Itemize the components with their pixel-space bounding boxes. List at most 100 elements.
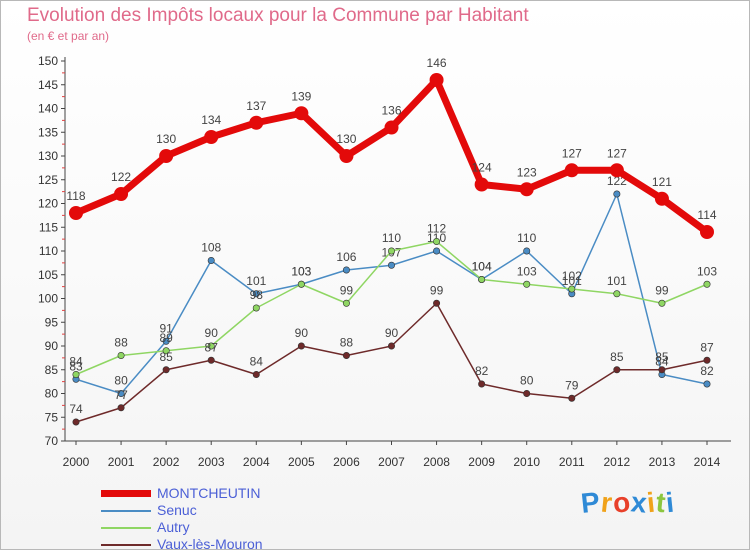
data-label: 103 [291, 264, 311, 278]
x-tick-label: 2006 [333, 455, 360, 469]
data-label: 103 [291, 264, 311, 278]
data-point [387, 261, 395, 269]
legend-swatch [101, 544, 151, 546]
data-point [117, 404, 125, 412]
y-tick-label: 85 [45, 363, 59, 377]
legend-swatch [101, 510, 151, 512]
data-point [162, 366, 170, 374]
data-label: 87 [205, 340, 219, 354]
chart-title: Evolution des Impôts locaux pour la Comm… [27, 5, 529, 26]
y-tick-label: 140 [38, 102, 58, 116]
data-label: 122 [111, 170, 131, 184]
x-tick-label: 2013 [649, 455, 676, 469]
data-point [252, 290, 260, 298]
legend-swatch [101, 527, 151, 529]
data-label: 79 [565, 378, 579, 392]
data-label: 85 [159, 350, 173, 364]
data-label: 130 [156, 132, 176, 146]
data-label: 101 [607, 274, 627, 288]
data-point [339, 149, 354, 163]
data-point [204, 130, 219, 144]
x-tick-label: 2003 [198, 455, 225, 469]
data-point [523, 247, 531, 255]
data-point [703, 356, 711, 364]
data-point [342, 266, 350, 274]
legend-label: Autry [157, 519, 190, 535]
data-label: 80 [520, 374, 534, 388]
data-point [654, 191, 669, 206]
data-label: 123 [517, 165, 537, 179]
data-point [613, 290, 621, 298]
y-tick-label: 145 [38, 78, 58, 92]
data-label: 146 [427, 56, 447, 70]
data-label: 118 [66, 189, 85, 203]
x-tick-label: 2005 [288, 455, 315, 469]
chart-subtitle: (en € et par an) [27, 29, 110, 43]
data-point [613, 190, 621, 198]
y-tick-label: 75 [45, 410, 59, 424]
data-label: 88 [114, 336, 128, 350]
data-point [342, 299, 350, 307]
data-point [387, 247, 395, 255]
data-label: 77 [114, 388, 128, 402]
data-point [564, 163, 579, 178]
data-label: 124 [472, 161, 492, 175]
data-point [519, 182, 534, 197]
data-label: 110 [517, 231, 536, 245]
data-point [478, 380, 486, 388]
data-label: 106 [336, 250, 356, 264]
legend-label: MONTCHEUTIN [157, 485, 261, 501]
data-label: 90 [295, 326, 309, 340]
x-tick-label: 2004 [243, 455, 270, 469]
data-label: 104 [472, 260, 492, 274]
legend-label: Senuc [157, 502, 197, 518]
y-tick-label: 90 [45, 339, 59, 353]
data-label: 83 [69, 359, 83, 373]
data-label: 74 [69, 402, 83, 416]
data-label: 98 [250, 288, 264, 302]
data-point [433, 238, 441, 246]
data-label: 90 [385, 326, 399, 340]
y-tick-label: 70 [45, 434, 59, 448]
data-label: 80 [114, 374, 128, 388]
y-tick-label: 105 [38, 268, 58, 282]
data-point [703, 280, 711, 288]
data-point [72, 418, 80, 426]
data-point [433, 247, 441, 255]
data-label: 104 [472, 260, 492, 274]
x-tick-label: 2011 [559, 455, 585, 469]
x-tick-label: 2002 [153, 455, 180, 469]
data-point [162, 337, 170, 345]
data-label: 84 [655, 355, 669, 369]
x-tick-label: 2008 [423, 455, 450, 469]
data-label: 127 [607, 146, 627, 160]
data-label: 110 [382, 231, 401, 245]
data-label: 91 [159, 321, 173, 335]
data-label: 88 [340, 336, 354, 350]
y-tick-label: 120 [38, 197, 58, 211]
data-point [69, 206, 83, 220]
data-point [568, 285, 576, 293]
data-point [207, 342, 215, 350]
data-point [474, 177, 489, 192]
data-point [297, 342, 305, 350]
data-label: 139 [291, 89, 311, 103]
data-point [117, 351, 125, 359]
data-point [384, 120, 399, 135]
y-tick-label: 95 [45, 315, 59, 329]
data-point [117, 389, 125, 397]
data-label: 90 [205, 326, 219, 340]
data-point [568, 394, 576, 402]
data-label: 108 [201, 241, 221, 255]
data-label: 87 [700, 340, 714, 354]
data-label: 82 [475, 364, 489, 378]
y-tick-label: 130 [38, 149, 58, 163]
x-tick-label: 2007 [378, 455, 405, 469]
data-label: 82 [700, 364, 714, 378]
data-point [703, 380, 711, 388]
y-tick-label: 115 [39, 220, 58, 234]
y-tick-label: 125 [38, 173, 58, 187]
data-label: 101 [246, 274, 266, 288]
data-point [433, 299, 441, 307]
